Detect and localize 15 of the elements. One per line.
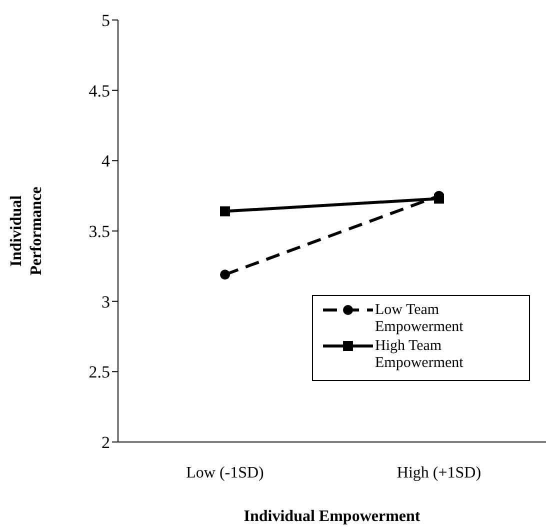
y-tick-label: 3.5 <box>88 222 110 242</box>
y-tick-label: 5 <box>102 11 110 30</box>
y-tick-label: 4 <box>102 152 110 171</box>
y-axis-title: Individual Performance <box>8 186 45 276</box>
point <box>220 206 230 216</box>
y-tick-label: 4.5 <box>88 81 110 100</box>
y-tick-label: 2.5 <box>88 362 110 382</box>
point <box>220 270 230 280</box>
x-tick-label: High (+1SD) <box>396 464 482 482</box>
x-axis-title: Individual Empowerment <box>244 508 421 525</box>
x-tick-label: Low (-1SD) <box>186 464 264 482</box>
y-tick-label: 3 <box>102 292 110 312</box>
legend-label: Low Team Empowerment <box>375 302 464 336</box>
legend-label: High Team Empowerment <box>375 338 464 372</box>
y-tick-label: 2 <box>102 433 110 452</box>
